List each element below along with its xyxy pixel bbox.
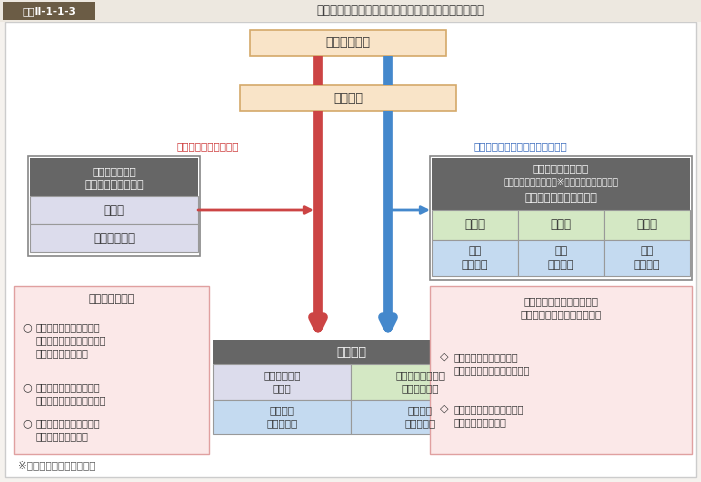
Text: フォース・ユーザー: フォース・ユーザー [84, 180, 144, 190]
Bar [430, 286, 692, 454]
Bar [518, 210, 604, 240]
Text: 統合幕僚監部: 統合幕僚監部 [93, 231, 135, 244]
Bar [213, 364, 351, 400]
Bar [30, 224, 198, 252]
Text: 統合任務部隊
指揮官: 統合任務部隊 指揮官 [264, 370, 301, 394]
Bar [430, 156, 692, 280]
Text: 内閣総理大臣: 内閣総理大臣 [325, 37, 371, 50]
Bar [518, 240, 604, 276]
Text: 統幕長: 統幕長 [104, 203, 125, 216]
Text: 陸・海・空幕長は運用時の
後方補給などを支援: 陸・海・空幕長は運用時の 後方補給などを支援 [454, 404, 524, 427]
Text: 自衛隊に対する大臣の命
令は、統幕長が執行: 自衛隊に対する大臣の命 令は、統幕長が執行 [36, 418, 101, 441]
Text: 部隊運用以外の責任: 部隊運用以外の責任 [533, 163, 589, 173]
Bar [3, 2, 95, 20]
Text: ◇: ◇ [440, 352, 448, 362]
Text: 航空
幕僚監部: 航空 幕僚監部 [634, 246, 660, 269]
Text: 図表Ⅱ-1-1-3: 図表Ⅱ-1-1-3 [22, 6, 76, 16]
Bar [14, 286, 209, 454]
Text: （人事、教育、訓練（※）、防衛力整備など）: （人事、教育、訓練（※）、防衛力整備など） [503, 177, 618, 187]
Bar [351, 400, 489, 434]
Bar [604, 210, 690, 240]
Text: 部隊運用の責任: 部隊運用の責任 [92, 166, 136, 176]
Text: 陸上
幕僚監部: 陸上 幕僚監部 [462, 246, 489, 269]
Text: 陸幕長: 陸幕長 [465, 218, 486, 231]
Bar [432, 210, 518, 240]
Bar [250, 30, 446, 56]
Text: ○: ○ [22, 382, 32, 392]
Text: 海上
幕僚監部: 海上 幕僚監部 [547, 246, 574, 269]
Bar [28, 156, 200, 256]
Text: 統合運用の基本: 統合運用の基本 [88, 294, 135, 304]
Bar [432, 240, 518, 276]
Text: フォース・プロバイダー: フォース・プロバイダー [524, 193, 597, 203]
Text: ○: ○ [22, 418, 32, 428]
Bar [0, 0, 701, 22]
Bar [213, 340, 489, 364]
Text: 防衛大臣: 防衛大臣 [333, 92, 363, 105]
Text: 運用以外の隊務に関する指揮系統: 運用以外の隊務に関する指揮系統 [473, 141, 567, 151]
Text: 自衛艦隊
司令官など: 自衛艦隊 司令官など [266, 405, 298, 428]
Text: 統幕長は後方補給などに
かかわる統一的な方針を明示: 統幕長は後方補給などに かかわる統一的な方針を明示 [454, 352, 531, 375]
Text: 統幕長と陸・海・空幕長は
職務遂行に当たり密接に連携: 統幕長と陸・海・空幕長は 職務遂行に当たり密接に連携 [520, 296, 601, 320]
Bar [213, 400, 351, 434]
Bar [30, 196, 198, 224]
Bar [240, 85, 456, 111]
Text: 統幕長が自衛隊の運用に
関し、軍事専門的観点から
大臣を一元的に補佐: 統幕長が自衛隊の運用に 関し、軍事専門的観点から 大臣を一元的に補佐 [36, 322, 107, 359]
Text: 航空総隊
司令官など: 航空総隊 司令官など [404, 405, 435, 428]
Text: 自衛隊の運用体制及び統幕長と陸・海・空幕長の役割: 自衛隊の運用体制及び統幕長と陸・海・空幕長の役割 [316, 4, 484, 17]
Text: 陸上総隊司令官、
方面総監など: 陸上総隊司令官、 方面総監など [395, 370, 445, 394]
Text: 海幕長: 海幕長 [550, 218, 571, 231]
Text: 運用に関する指揮系統: 運用に関する指揮系統 [177, 141, 239, 151]
Text: 実動部隊: 実動部隊 [336, 346, 366, 359]
Bar [351, 364, 489, 400]
Text: ◇: ◇ [440, 404, 448, 414]
Bar [432, 158, 690, 210]
Text: 自衛隊に対する大臣の指
揮は、統幕長を通じて行う: 自衛隊に対する大臣の指 揮は、統幕長を通じて行う [36, 382, 107, 405]
Text: ○: ○ [22, 322, 32, 332]
Text: ※統合訓練は統幕長の責任: ※統合訓練は統幕長の責任 [18, 460, 95, 470]
Text: 空幕長: 空幕長 [637, 218, 658, 231]
Bar [30, 158, 198, 196]
Bar [604, 240, 690, 276]
